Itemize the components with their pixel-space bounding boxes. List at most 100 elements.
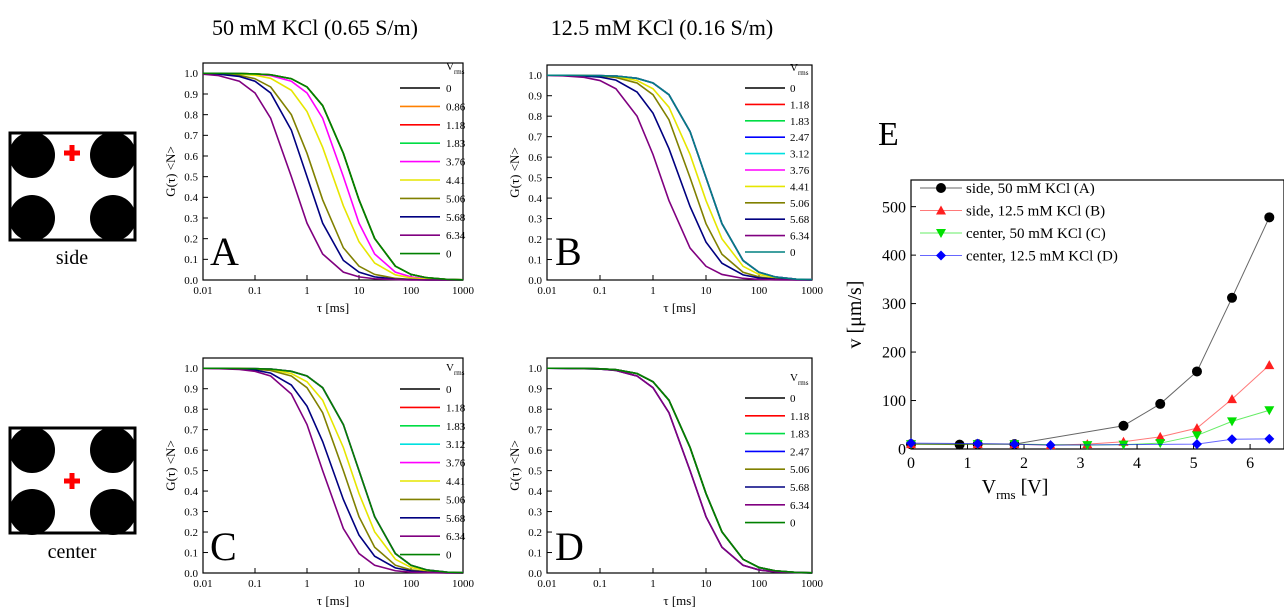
marker [1009,439,1020,450]
y-tick-label: 0.1 [184,254,198,266]
x-tick-label: 1 [964,455,972,472]
legend-label: 5.68 [790,214,810,226]
plot-frame [910,179,1284,450]
x-tick-label: 0.01 [537,578,556,590]
legend-label: 3.12 [790,149,809,161]
legend-title: Vrms [790,372,809,387]
x-axis-label: Vrms [V] [982,476,1049,502]
y-axis-label: G(τ) <N> [163,146,178,197]
legend-title-main: V [446,362,454,374]
series-line [547,367,813,574]
marker [936,229,946,238]
marker [1118,420,1129,431]
y-tick-label: 0.7 [528,132,542,144]
x-axis-label: τ [ms] [663,593,695,608]
marker [972,438,983,449]
legend-label: 5.06 [446,494,466,506]
y-tick-label: 0.2 [184,234,198,246]
y-tick-label: 0.9 [528,384,542,396]
series-line [546,367,813,574]
y-tick-label: 0.2 [184,527,198,539]
x-tick-label: 0.01 [537,285,556,297]
legend-label: 0 [446,83,452,95]
panel-label: A [210,229,239,274]
series-line [546,74,812,281]
x-tick-label: 0.1 [248,578,262,590]
marker [1082,441,1093,451]
post [9,489,55,535]
x-axis-label-sub: rms [996,487,1016,502]
schematic-center [8,426,137,535]
legend-label: 0 [790,83,796,95]
y-tick-label: 0.8 [184,110,198,122]
panel-label: B [555,229,582,274]
x-tick-label: 0.1 [248,285,262,297]
legend-label: 1.83 [446,138,466,150]
x-tick-label: 1 [304,285,310,297]
x-axis-label-main: V [982,476,997,498]
y-tick-label: 0.3 [528,213,542,225]
y-tick-label: 0 [898,442,906,459]
series-line [546,367,813,574]
marker [936,205,946,215]
y-tick-label: 0.8 [528,404,542,416]
x-tick-label: 3 [1077,455,1085,472]
y-tick-label: 0.7 [184,425,198,437]
panel: 0 1 2 3 4 5 6 0 100 200 300 400 500 Ev [μm/s] Vrms [V] s… [844,116,1284,502]
y-tick-label: 100 [882,393,906,410]
marker [1155,431,1166,441]
y-tick-label: 0.0 [184,568,198,580]
y-tick-label: 0.4 [528,486,542,498]
legend-label: center, 50 mM KCl (C) [966,226,1106,242]
x-axis-label: τ [ms] [663,300,695,315]
legend-label: 1.83 [790,116,810,128]
legend-label: 2.47 [790,132,810,144]
legend-label: 3.76 [790,165,810,177]
series-line [203,367,464,574]
legend-label: 1.18 [790,99,810,111]
marker [936,250,946,261]
y-tick-label: 0.9 [184,89,198,101]
panel: 0.01 0.1 1 10 100 1000 0.0 0.1 0.2 0.3 0.4 0.5 0.6 0.… [163,357,475,608]
schematic-label: center [48,541,97,563]
series-line [911,364,1270,446]
post [90,195,136,241]
y-tick-label: 0.0 [184,275,198,287]
y-tick-label: 0.4 [184,192,198,204]
y-tick-label: 1.0 [184,68,198,80]
y-tick-label: 1.0 [528,70,542,82]
legend-label: center, 12.5 mM KCl (D) [966,249,1118,265]
marker [906,438,916,449]
x-tick-label: 1000 [801,578,824,590]
marker [1045,440,1056,451]
legend-label: 1.18 [446,402,466,414]
y-axis-label: G(τ) <N> [507,147,522,198]
y-axis-label: v [μm/s] [844,281,866,349]
legend-label: 2.47 [790,446,810,458]
y-tick-label: 0.7 [184,130,198,142]
y-tick-label: 0.5 [184,465,198,477]
y-tick-label: 0.3 [528,506,542,518]
x-tick-label: 100 [403,578,420,590]
x-tick-label: 1 [304,578,310,590]
x-axis-label: τ [ms] [317,593,349,608]
legend-label: 3.76 [446,458,466,470]
panel-label: D [555,524,584,569]
marker [1227,434,1238,445]
series-line [547,367,813,574]
y-tick-label: 0.8 [528,111,542,123]
legend-label: 3.12 [446,439,465,451]
plot-frame [202,357,464,574]
x-tick-label: 10 [354,578,366,590]
legend-label: 0.86 [446,101,466,113]
y-tick-label: 0.2 [528,234,542,246]
marker [1227,394,1238,404]
x-tick-label: 1000 [452,578,475,590]
legend-title-main: V [790,62,798,74]
legend-label: 1.18 [790,411,810,423]
series-line [546,74,813,281]
schematic-side [8,131,137,242]
y-tick-label: 0.6 [184,151,198,163]
legend-title-sub: rms [454,369,465,377]
x-tick-label: 10 [701,285,713,297]
